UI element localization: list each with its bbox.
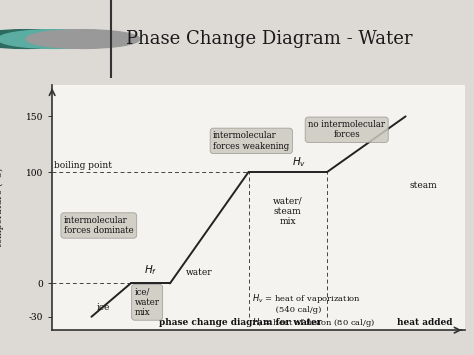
Text: ice: ice	[97, 304, 110, 312]
Circle shape	[0, 30, 83, 48]
Text: water/
steam
mix: water/ steam mix	[273, 196, 302, 226]
Text: $H_v$: $H_v$	[292, 155, 306, 169]
Text: intermolecular
forces dominate: intermolecular forces dominate	[64, 216, 134, 235]
Circle shape	[26, 30, 140, 48]
Circle shape	[0, 30, 111, 48]
Text: heat added: heat added	[398, 318, 453, 327]
Text: temperature (°C): temperature (°C)	[0, 168, 4, 247]
Text: intermolecular
forces weakening: intermolecular forces weakening	[213, 131, 290, 151]
Text: Phase Change Diagram - Water: Phase Change Diagram - Water	[126, 30, 412, 48]
Text: ice/
water
mix: ice/ water mix	[135, 288, 160, 317]
Text: steam: steam	[410, 181, 438, 190]
Text: water: water	[186, 268, 212, 277]
Text: phase change diagram for water: phase change diagram for water	[159, 318, 322, 327]
Text: boiling point: boiling point	[54, 161, 112, 170]
Text: $H_v$ = heat of vaporization
         (540 cal/g)
$H_f$ = heat of fusion (80 cal: $H_v$ = heat of vaporization (540 cal/g)…	[253, 292, 376, 329]
Text: no intermolecular
forces: no intermolecular forces	[308, 120, 385, 140]
Text: $H_f$: $H_f$	[144, 263, 157, 277]
